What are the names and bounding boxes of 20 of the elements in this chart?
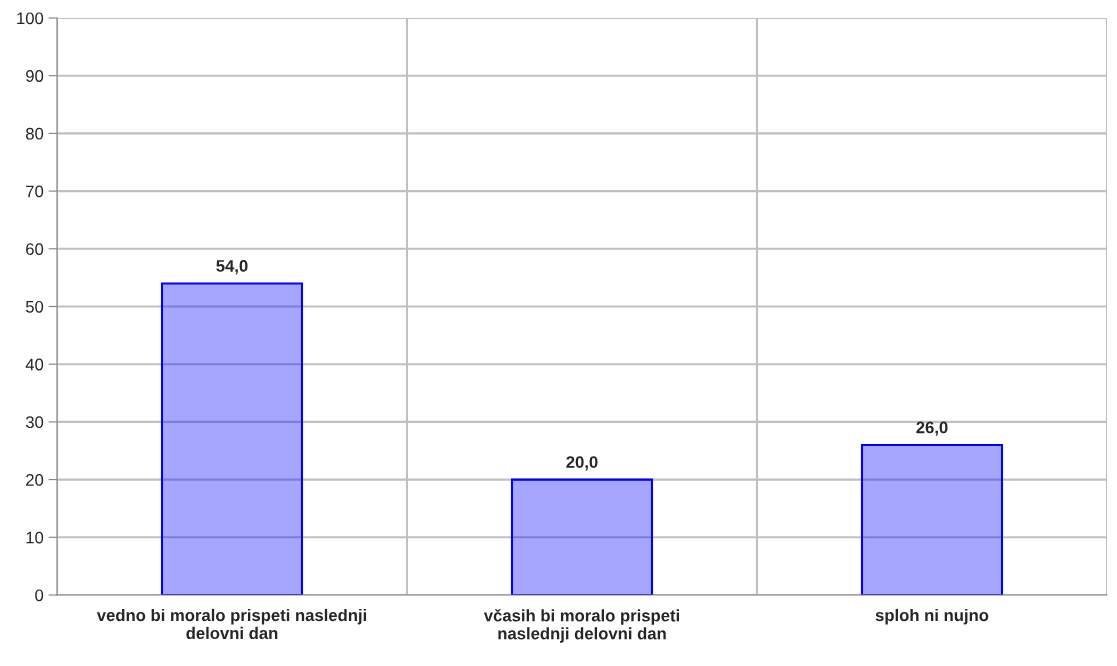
y-tick-label: 60 bbox=[26, 243, 44, 255]
y-tick-label: 10 bbox=[26, 531, 44, 544]
x-tick-label: sploh ni nujno bbox=[875, 608, 989, 625]
y-tick-label: 40 bbox=[25, 358, 44, 371]
y-tick-label: 90 bbox=[26, 70, 44, 82]
x-tick-label: vedno bi moralo prispeti naslednji delovni dan bbox=[96, 608, 367, 640]
y-tick-label: 100 bbox=[17, 12, 44, 25]
bar bbox=[860, 443, 1004, 595]
y-tick-label: 50 bbox=[25, 300, 44, 313]
y-tick-label: 30 bbox=[25, 416, 44, 429]
data-label: 54,0 bbox=[216, 259, 248, 275]
bar bbox=[510, 478, 654, 595]
y-tick-label: 0 bbox=[35, 589, 44, 602]
x-tick-label: včasih bi moralo prispeti naslednji delovni dan bbox=[483, 608, 679, 643]
y-tick-label: 70 bbox=[26, 185, 44, 198]
y-tick-label: 80 bbox=[25, 127, 44, 140]
bar bbox=[160, 282, 304, 595]
data-label: 26,0 bbox=[916, 421, 948, 436]
y-tick-label: 20 bbox=[26, 474, 44, 486]
data-label: 20,0 bbox=[566, 456, 598, 471]
